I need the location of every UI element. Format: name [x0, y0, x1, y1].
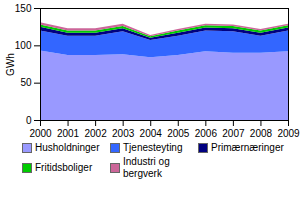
svg-text:2009: 2009: [277, 128, 300, 139]
svg-text:2001: 2001: [57, 128, 80, 139]
svg-text:2004: 2004: [140, 128, 163, 139]
html-text:Husholdninger: Husholdninger: [35, 142, 100, 153]
svg-text:2005: 2005: [167, 128, 190, 139]
svg-text:2000: 2000: [29, 128, 52, 139]
svg-text:GWh: GWh: [5, 53, 16, 76]
html-text:Primærnæringer: Primærnæringer: [211, 142, 284, 153]
svg-text:2006: 2006: [195, 128, 218, 139]
html-text:Tjenesteyting: Tjenesteyting: [123, 142, 183, 153]
svg-text:2007: 2007: [222, 128, 245, 139]
svg-text:2003: 2003: [112, 128, 135, 139]
svg-text:50: 50: [20, 77, 32, 88]
svg-text:2008: 2008: [250, 128, 273, 139]
svg-text:0: 0: [26, 115, 32, 126]
svg-text:2002: 2002: [84, 128, 107, 139]
html-text:Industri og bergverk: Industri og bergverk: [123, 156, 170, 179]
svg-text:150: 150: [15, 3, 32, 14]
html-text:Fritidsboliger: Fritidsboliger: [35, 162, 93, 173]
svg-text:100: 100: [15, 40, 32, 51]
